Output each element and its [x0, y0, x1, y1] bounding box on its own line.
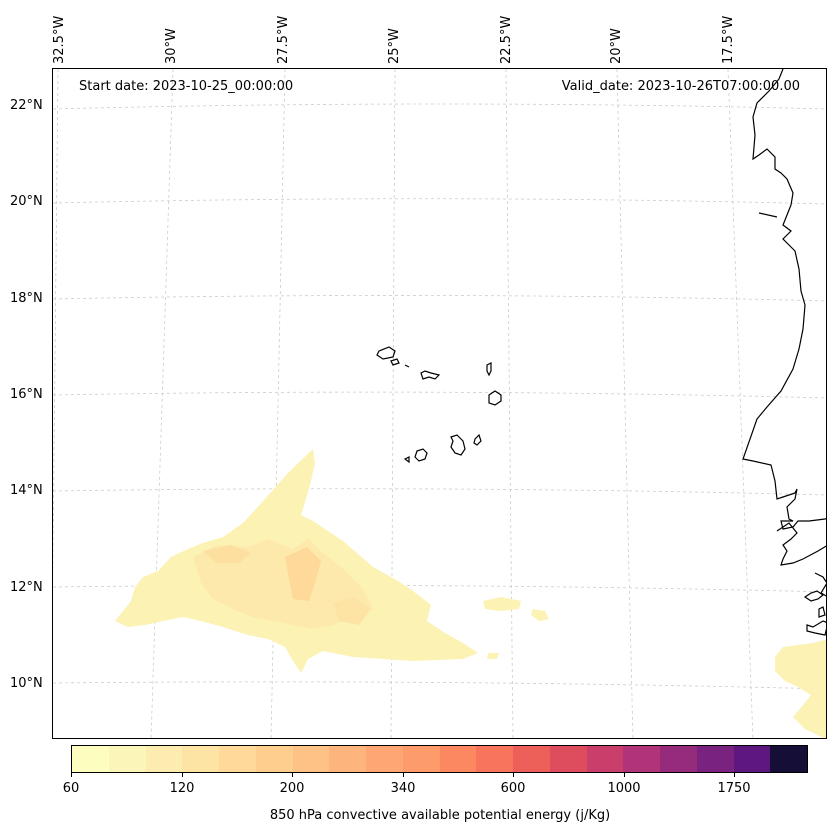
cb-tickmark-200	[292, 773, 293, 777]
lon-gridline-22_5	[505, 69, 514, 738]
lat-label-16n: 16°N	[10, 387, 43, 402]
guinea-bissau-coast	[776, 522, 826, 566]
cabo-verde-santa-luzia	[404, 364, 410, 368]
lon-label-20w: 20°W	[609, 28, 624, 64]
coastal-island-3	[818, 606, 826, 618]
lon-gridline-20	[616, 69, 634, 738]
lat-label-14n: 14°N	[10, 483, 43, 498]
cape-region-core2	[285, 547, 321, 601]
cabo-verde-brava	[403, 456, 410, 464]
cabo-verde-sao-vicente	[390, 358, 400, 366]
colorbar-swatch	[108, 746, 146, 772]
lat-gridline-10	[53, 681, 826, 690]
lon-gridline-32_5	[53, 69, 59, 587]
colorbar-swatch	[329, 746, 366, 772]
colorbar-swatch	[513, 746, 550, 772]
colorbar-swatch	[696, 746, 734, 772]
start-date-label: Start date: 2023-10-25_00:00:00	[79, 79, 294, 94]
cape-shading	[115, 449, 826, 738]
cabo-verde-boa-vista	[488, 390, 502, 406]
colorbar-swatch	[586, 746, 624, 772]
lat-gridline-14	[53, 488, 826, 496]
colorbar-title: 850 hPa convective available potential e…	[269, 808, 611, 823]
cape-region-core	[203, 545, 251, 563]
cb-tick-1750: 1750	[717, 781, 751, 796]
lon-label-30w: 30°W	[164, 28, 179, 64]
lon-gridline-17_5	[727, 69, 754, 738]
colorbar-swatch	[182, 746, 219, 772]
colorbar-swatch	[402, 746, 440, 772]
coastal-island-1	[803, 590, 825, 602]
cb-tickmark-60	[71, 773, 72, 777]
cb-tick-1000: 1000	[607, 781, 641, 796]
lon-label-17_5w: 17.5°W	[721, 15, 736, 64]
cape-region-core3	[333, 597, 371, 625]
lon-label-27_5w: 27.5°W	[276, 15, 291, 64]
colorbar-swatch	[549, 746, 587, 772]
lat-label-20n: 20°N	[10, 194, 43, 209]
colorbar	[71, 745, 808, 773]
lon-label-32_5w: 32.5°W	[52, 15, 67, 64]
colorbar-swatch	[476, 746, 513, 772]
cabo-verde-santo-antao	[376, 346, 396, 360]
lat-gridline-20	[53, 198, 826, 205]
lon-gridline-30	[150, 69, 174, 738]
coastlines	[376, 69, 826, 636]
cb-tick-340: 340	[390, 781, 416, 796]
colorbar-swatch	[366, 746, 403, 772]
lat-label-18n: 18°N	[10, 291, 43, 306]
cape-patch-1	[483, 597, 521, 611]
cb-tick-120: 120	[169, 781, 195, 796]
lat-gridline-22	[53, 103, 826, 110]
cb-tick-60: 60	[62, 781, 80, 796]
colorbar-swatch	[770, 746, 807, 772]
cb-tick-600: 600	[500, 781, 526, 796]
cb-tickmark-600	[513, 773, 514, 777]
cb-tickmark-120	[182, 773, 183, 777]
colorbar-swatch	[292, 746, 330, 772]
cape-region-se	[775, 639, 826, 738]
lon-label-22_5w: 22.5°W	[499, 15, 514, 64]
cabo-verde-fogo	[414, 448, 428, 462]
cape-patch-3	[487, 653, 499, 659]
colorbar-swatch	[145, 746, 183, 772]
guinea-coast	[814, 572, 826, 597]
cabo-verde-maio	[473, 433, 482, 446]
colorbar-swatch	[255, 746, 293, 772]
lat-gridline-16	[53, 391, 826, 399]
colorbar-swatch	[219, 746, 256, 772]
mauritania-bank	[758, 212, 778, 218]
cabo-verde-sao-nicolau	[420, 370, 441, 380]
colorbar-swatch	[72, 746, 109, 772]
lon-label-25w: 25°W	[387, 28, 402, 64]
lat-gridline-18	[53, 295, 826, 302]
valid-date-label: Valid_date: 2023-10-26T07:00:00.00	[561, 79, 800, 94]
cape-patch-2	[531, 609, 549, 621]
lat-label-22n: 22°N	[10, 98, 43, 113]
cabo-verde-sal	[486, 362, 492, 377]
cb-tick-200: 200	[279, 781, 305, 796]
cabo-verde-santiago	[450, 434, 466, 456]
colorbar-swatch	[660, 746, 697, 772]
lat-label-10n: 10°N	[10, 676, 43, 691]
map-canvas	[53, 69, 826, 738]
colorbar-swatch	[623, 746, 660, 772]
lat-label-12n: 12°N	[10, 580, 43, 595]
africa-coastline	[742, 69, 826, 530]
cb-tickmark-1000	[624, 773, 625, 777]
cb-tickmark-1750	[734, 773, 735, 777]
coastal-island-2	[806, 620, 826, 636]
map-panel	[52, 68, 827, 739]
cb-tickmark-340	[403, 773, 404, 777]
colorbar-swatch	[439, 746, 477, 772]
colorbar-swatch	[733, 746, 771, 772]
